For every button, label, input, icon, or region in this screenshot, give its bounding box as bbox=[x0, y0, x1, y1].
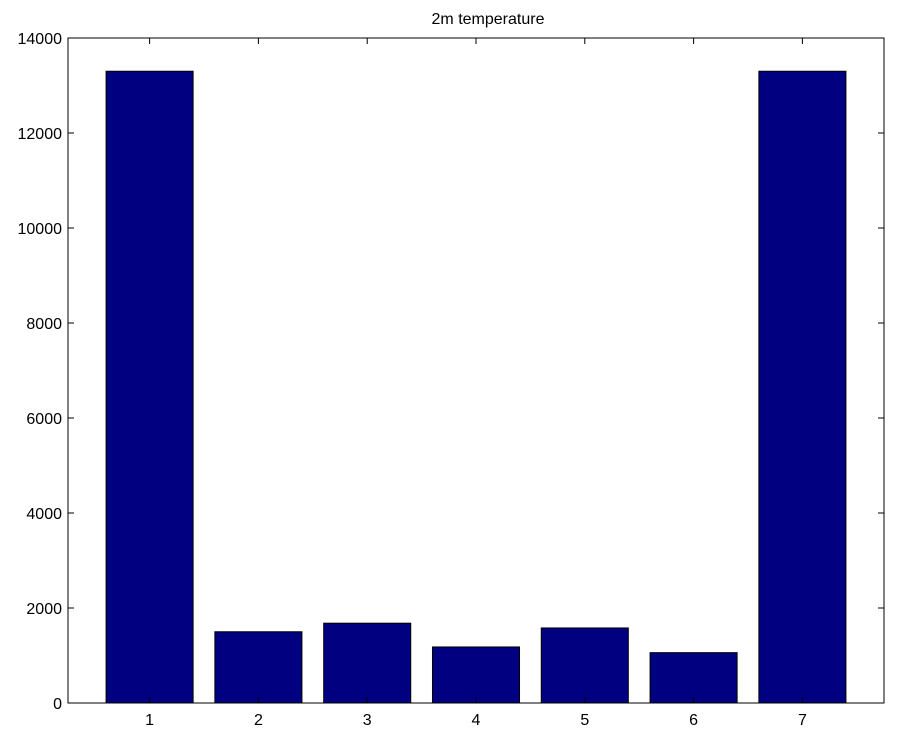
y-tick-label: 0 bbox=[53, 696, 62, 713]
bar-3 bbox=[323, 622, 412, 704]
y-tick-label: 10000 bbox=[18, 221, 63, 238]
x-tick-label: 7 bbox=[798, 712, 807, 729]
x-tick-label: 3 bbox=[363, 712, 372, 729]
y-tick-label: 12000 bbox=[18, 126, 63, 143]
bar-4 bbox=[431, 646, 521, 704]
y-tick-label: 8000 bbox=[26, 316, 62, 333]
bar-5 bbox=[540, 627, 629, 704]
bar-6 bbox=[649, 652, 738, 704]
x-tick-label: 1 bbox=[145, 712, 154, 729]
plot-frame bbox=[67, 37, 885, 704]
plot-area: 0 2000 4000 6000 8000 10000 12000 14000 1 2 3 4 5 6 7 bbox=[18, 31, 885, 729]
y-tick-label: 14000 bbox=[18, 31, 63, 48]
bar-1 bbox=[105, 70, 194, 704]
x-tick-label: 2 bbox=[254, 712, 263, 729]
x-tick-label: 5 bbox=[580, 712, 589, 729]
bar-2 bbox=[214, 631, 303, 704]
x-tick-label: 4 bbox=[472, 712, 481, 729]
chart-title: 2m temperature bbox=[432, 11, 545, 28]
y-tick-label: 6000 bbox=[26, 411, 62, 428]
bar-7 bbox=[758, 70, 847, 704]
x-tick-label: 6 bbox=[689, 712, 698, 729]
y-tick-label: 2000 bbox=[26, 601, 62, 618]
y-tick-label: 4000 bbox=[26, 506, 62, 523]
